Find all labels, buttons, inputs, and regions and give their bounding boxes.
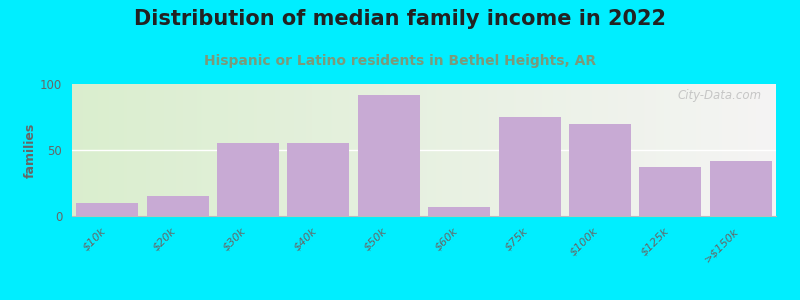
Bar <box>710 160 772 216</box>
Text: City-Data.com: City-Data.com <box>678 89 762 102</box>
Text: Distribution of median family income in 2022: Distribution of median family income in … <box>134 9 666 29</box>
Bar <box>76 203 138 216</box>
Y-axis label: families: families <box>24 122 38 178</box>
Bar <box>287 143 350 216</box>
Bar <box>146 196 209 216</box>
Bar <box>639 167 702 216</box>
Text: Hispanic or Latino residents in Bethel Heights, AR: Hispanic or Latino residents in Bethel H… <box>204 54 596 68</box>
Bar <box>358 94 420 216</box>
Bar <box>217 143 279 216</box>
Bar <box>498 117 561 216</box>
Bar <box>569 124 631 216</box>
Bar <box>428 207 490 216</box>
